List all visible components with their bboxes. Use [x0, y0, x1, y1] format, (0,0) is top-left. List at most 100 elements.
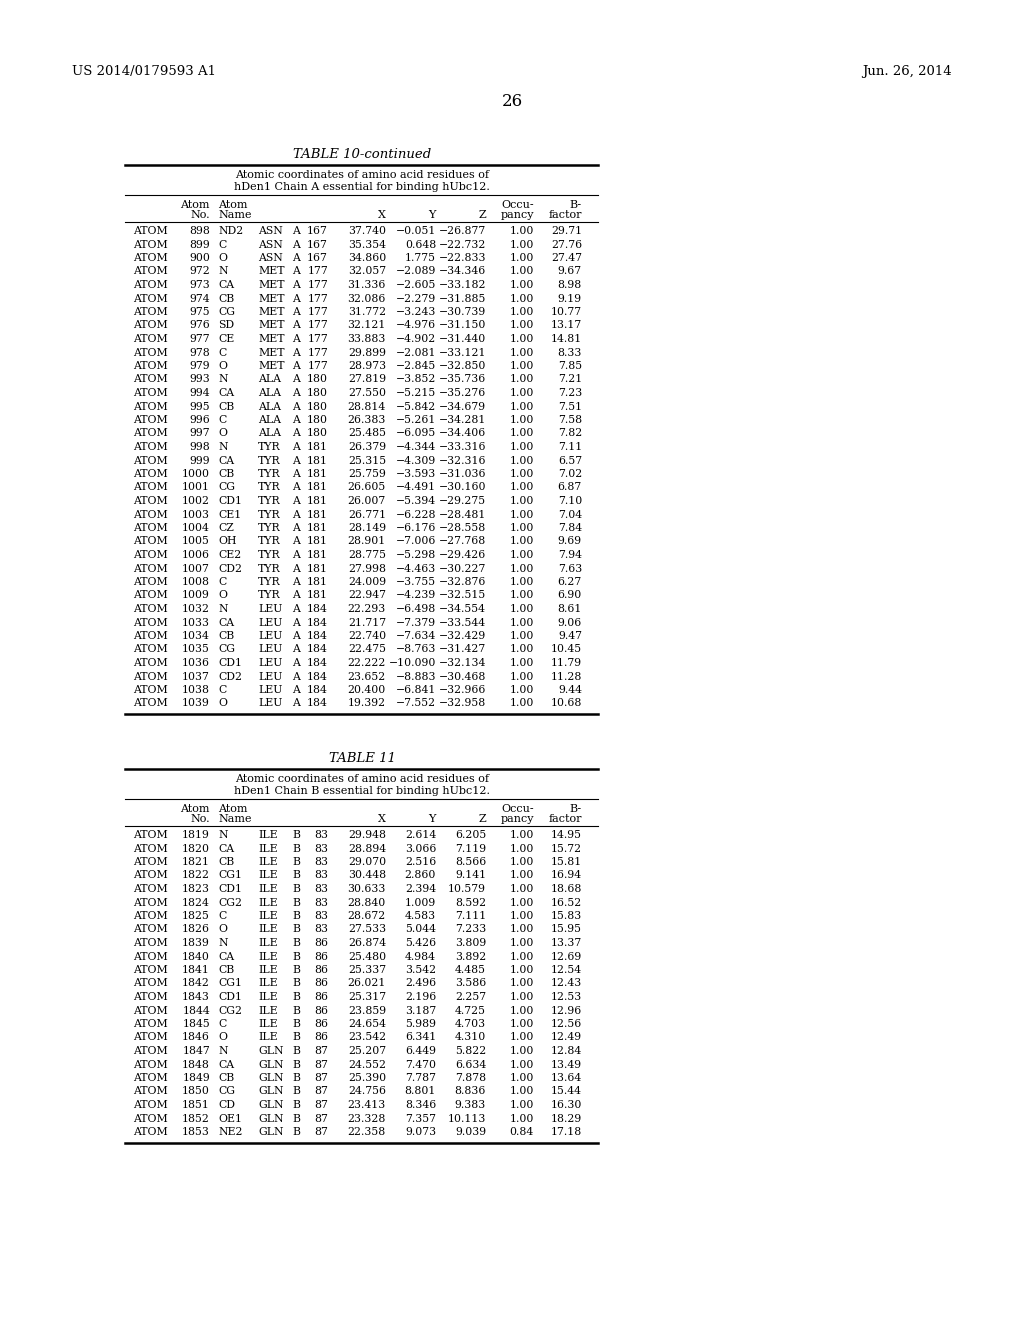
Text: 14.81: 14.81 — [551, 334, 582, 345]
Text: 27.998: 27.998 — [348, 564, 386, 573]
Text: 8.61: 8.61 — [558, 605, 582, 614]
Text: −3.593: −3.593 — [395, 469, 436, 479]
Text: ILE: ILE — [258, 965, 278, 975]
Text: Jun. 26, 2014: Jun. 26, 2014 — [862, 65, 952, 78]
Text: ATOM: ATOM — [133, 550, 168, 560]
Text: ATOM: ATOM — [133, 590, 168, 601]
Text: hDen1 Chain B essential for binding hUbc12.: hDen1 Chain B essential for binding hUbc… — [234, 785, 490, 796]
Text: 22.740: 22.740 — [348, 631, 386, 642]
Text: 12.53: 12.53 — [551, 993, 582, 1002]
Text: 181: 181 — [307, 510, 328, 520]
Text: CA: CA — [218, 280, 234, 290]
Text: ATOM: ATOM — [133, 1127, 168, 1137]
Text: 1826: 1826 — [182, 924, 210, 935]
Text: CB: CB — [218, 1073, 234, 1082]
Text: C: C — [218, 1019, 226, 1030]
Text: Name: Name — [218, 210, 252, 220]
Text: GLN: GLN — [258, 1073, 284, 1082]
Text: 26.021: 26.021 — [347, 978, 386, 989]
Text: −33.544: −33.544 — [439, 618, 486, 627]
Text: ATOM: ATOM — [133, 857, 168, 867]
Text: Atom: Atom — [218, 804, 248, 814]
Text: 2.516: 2.516 — [404, 857, 436, 867]
Text: A: A — [292, 550, 300, 560]
Text: 1006: 1006 — [182, 550, 210, 560]
Text: 16.94: 16.94 — [551, 870, 582, 880]
Text: 11.79: 11.79 — [551, 657, 582, 668]
Text: CG: CG — [218, 308, 234, 317]
Text: A: A — [292, 347, 300, 358]
Text: −2.845: −2.845 — [395, 360, 436, 371]
Text: −32.429: −32.429 — [438, 631, 486, 642]
Text: ATOM: ATOM — [133, 1045, 168, 1056]
Text: O: O — [218, 253, 227, 263]
Text: 32.086: 32.086 — [347, 293, 386, 304]
Text: 9.47: 9.47 — [558, 631, 582, 642]
Text: ATOM: ATOM — [133, 884, 168, 894]
Text: 177: 177 — [307, 280, 328, 290]
Text: Atom: Atom — [180, 201, 210, 210]
Text: −2.279: −2.279 — [395, 293, 436, 304]
Text: 1.00: 1.00 — [510, 293, 534, 304]
Text: 23.652: 23.652 — [348, 672, 386, 681]
Text: 1007: 1007 — [182, 564, 210, 573]
Text: 12.49: 12.49 — [551, 1032, 582, 1043]
Text: N: N — [218, 442, 227, 451]
Text: 184: 184 — [307, 698, 328, 709]
Text: ATOM: ATOM — [133, 631, 168, 642]
Text: ALA: ALA — [258, 414, 281, 425]
Text: 37.740: 37.740 — [348, 226, 386, 236]
Text: A: A — [292, 375, 300, 384]
Text: ILE: ILE — [258, 884, 278, 894]
Text: 1.00: 1.00 — [510, 510, 534, 520]
Text: −34.406: −34.406 — [438, 429, 486, 438]
Text: 1819: 1819 — [182, 830, 210, 840]
Text: 17.18: 17.18 — [551, 1127, 582, 1137]
Text: Atomic coordinates of amino acid residues of: Atomic coordinates of amino acid residue… — [234, 170, 489, 180]
Text: 184: 184 — [307, 672, 328, 681]
Text: TYR: TYR — [258, 536, 281, 546]
Text: Z: Z — [478, 210, 486, 220]
Text: 12.69: 12.69 — [551, 952, 582, 961]
Text: −34.346: −34.346 — [438, 267, 486, 276]
Text: 27.533: 27.533 — [348, 924, 386, 935]
Text: 976: 976 — [189, 321, 210, 330]
Text: 1.00: 1.00 — [510, 239, 534, 249]
Text: 7.111: 7.111 — [455, 911, 486, 921]
Text: 1009: 1009 — [182, 590, 210, 601]
Text: 3.542: 3.542 — [404, 965, 436, 975]
Text: ATOM: ATOM — [133, 308, 168, 317]
Text: X: X — [378, 814, 386, 824]
Text: 13.64: 13.64 — [551, 1073, 582, 1082]
Text: 26: 26 — [502, 92, 522, 110]
Text: 1.00: 1.00 — [510, 1032, 534, 1043]
Text: TYR: TYR — [258, 469, 281, 479]
Text: Name: Name — [218, 814, 252, 824]
Text: ATOM: ATOM — [133, 1086, 168, 1097]
Text: ALA: ALA — [258, 429, 281, 438]
Text: 978: 978 — [189, 347, 210, 358]
Text: A: A — [292, 577, 300, 587]
Text: 167: 167 — [307, 226, 328, 236]
Text: TYR: TYR — [258, 577, 281, 587]
Text: 86: 86 — [314, 1006, 328, 1015]
Text: O: O — [218, 1032, 227, 1043]
Text: ATOM: ATOM — [133, 698, 168, 709]
Text: A: A — [292, 631, 300, 642]
Text: MET: MET — [258, 360, 285, 371]
Text: A: A — [292, 698, 300, 709]
Text: 1.00: 1.00 — [510, 898, 534, 908]
Text: B: B — [292, 1114, 300, 1123]
Text: ATOM: ATOM — [133, 564, 168, 573]
Text: 7.82: 7.82 — [558, 429, 582, 438]
Text: 1.00: 1.00 — [510, 226, 534, 236]
Text: X: X — [378, 210, 386, 220]
Text: 1.00: 1.00 — [510, 564, 534, 573]
Text: 1.00: 1.00 — [510, 455, 534, 466]
Text: −30.160: −30.160 — [438, 483, 486, 492]
Text: N: N — [218, 830, 227, 840]
Text: CG1: CG1 — [218, 978, 242, 989]
Text: B: B — [292, 911, 300, 921]
Text: 4.725: 4.725 — [455, 1006, 486, 1015]
Text: 1.00: 1.00 — [510, 469, 534, 479]
